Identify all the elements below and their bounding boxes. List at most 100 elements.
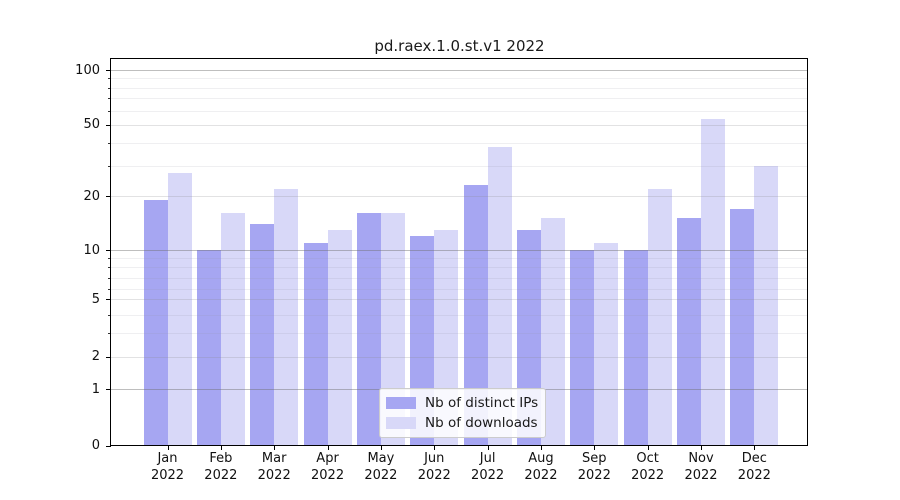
x-tick-label-year: 2022: [524, 467, 558, 483]
x-tick-label-year: 2022: [311, 467, 345, 483]
gridline-10: [111, 250, 807, 251]
gridline-60: [111, 110, 807, 112]
y-minor-tick-60: [108, 110, 111, 112]
bar-nb-of-distinct-ips-nov: [677, 218, 701, 446]
gridline-4: [111, 315, 807, 316]
x-tick-label-month: Nov: [688, 451, 714, 466]
x-tick-label-jun: Jun 2022: [402, 451, 466, 484]
y-tick-label-0: 0: [91, 438, 100, 453]
x-tick-label-month: Sep: [582, 451, 607, 466]
bar-nb-of-distinct-ips-oct: [623, 250, 648, 446]
bar-nb-of-downloads-oct: [647, 188, 672, 446]
bar-nb-of-distinct-ips-jan: [143, 199, 168, 446]
x-tick-label-dec: Dec 2022: [722, 451, 786, 484]
x-tick-may: [380, 445, 382, 450]
x-tick-aug: [540, 445, 542, 450]
y-tick-100: [106, 70, 111, 71]
x-tick-label-month: Dec: [741, 451, 767, 466]
x-tick-jul: [487, 445, 489, 450]
x-tick-sep: [594, 445, 596, 450]
x-tick-label-nov: Nov 2022: [669, 451, 733, 484]
gridline-70: [111, 97, 807, 99]
bar-nb-of-downloads-jan: [167, 173, 192, 446]
legend-row-distinct-ips: Nb of distinct IPs: [386, 395, 539, 411]
y-tick-1: [106, 389, 111, 391]
y-minor-tick-8: [108, 267, 111, 269]
bar-nb-of-distinct-ips-sep: [570, 250, 595, 446]
x-tick-label-year: 2022: [257, 467, 291, 483]
y-tick-0: [106, 445, 111, 447]
bar-nb-of-downloads-feb: [220, 213, 245, 446]
bar-nb-of-distinct-ips-dec: [730, 208, 755, 446]
x-tick-label-year: 2022: [204, 467, 238, 483]
x-tick-apr: [327, 445, 329, 450]
x-tick-jun: [434, 445, 436, 450]
legend-row-downloads: Nb of downloads: [386, 415, 539, 431]
y-tick-label-2: 2: [91, 349, 100, 365]
y-tick-10: [106, 250, 111, 251]
gridline-3: [111, 332, 807, 334]
y-minor-tick-70: [108, 97, 111, 99]
bar-nb-of-downloads-apr: [327, 229, 352, 446]
x-tick-label-jul: Jul 2022: [456, 451, 520, 484]
x-tick-label-month: May: [367, 451, 395, 466]
legend-swatch-distinct-ips: [386, 397, 416, 409]
x-tick-label-month: Jul: [479, 451, 496, 466]
x-tick-label-mar: Mar 2022: [242, 451, 306, 484]
x-tick-label-oct: Oct 2022: [616, 451, 680, 484]
gridline-6: [111, 288, 807, 290]
gridline-50: [111, 124, 807, 126]
x-tick-label-year: 2022: [417, 467, 451, 483]
x-tick-label-month: Jun: [424, 451, 445, 466]
x-tick-label-year: 2022: [577, 467, 611, 483]
x-tick-label-apr: Apr 2022: [296, 451, 360, 484]
gridline-90: [111, 78, 807, 80]
y-tick-5: [106, 299, 111, 301]
x-tick-label-may: May 2022: [349, 451, 413, 484]
gridline-8: [111, 267, 807, 269]
gridline-40: [111, 142, 807, 144]
x-tick-label-year: 2022: [631, 467, 665, 483]
x-tick-label-month: Feb: [209, 451, 233, 466]
y-minor-tick-30: [108, 165, 111, 167]
x-tick-oct: [647, 445, 649, 450]
bar-nb-of-downloads-nov: [701, 118, 725, 446]
y-tick-label-50: 50: [83, 117, 100, 132]
y-minor-tick-4: [108, 315, 111, 316]
gridline-9: [111, 258, 807, 260]
x-tick-label-sep: Sep 2022: [562, 451, 626, 484]
x-tick-feb: [220, 445, 222, 450]
bar-nb-of-distinct-ips-apr: [303, 242, 328, 446]
bar-nb-of-downloads-mar: [274, 188, 299, 446]
chart-title: pd.raex.1.0.st.v1 2022: [374, 37, 545, 55]
y-tick-label-100: 100: [75, 62, 100, 78]
y-minor-tick-3: [108, 332, 111, 334]
bar-nb-of-distinct-ips-may: [356, 213, 381, 446]
gridline-80: [111, 87, 807, 89]
bar-nb-of-distinct-ips-mar: [250, 223, 275, 446]
y-minor-tick-80: [108, 87, 111, 89]
x-tick-label-feb: Feb 2022: [189, 451, 253, 484]
gridline-7: [111, 277, 807, 279]
x-tick-label-year: 2022: [684, 467, 718, 483]
x-tick-label-year: 2022: [364, 467, 398, 483]
x-tick-label-year: 2022: [737, 467, 771, 483]
x-tick-mar: [274, 445, 276, 450]
y-minor-tick-40: [108, 142, 111, 144]
x-tick-nov: [701, 445, 702, 450]
gridline-20: [111, 196, 807, 197]
legend: Nb of distinct IPs Nb of downloads: [379, 388, 546, 438]
y-tick-label-5: 5: [91, 291, 100, 307]
y-tick-2: [106, 356, 111, 358]
bar-nb-of-downloads-sep: [594, 242, 619, 446]
x-tick-label-month: Oct: [636, 451, 659, 466]
x-tick-label-year: 2022: [471, 467, 505, 483]
gridline-5: [111, 299, 807, 301]
gridline-100: [111, 70, 807, 71]
x-tick-label-month: Mar: [261, 451, 287, 466]
y-tick-label-1: 1: [91, 381, 100, 397]
x-tick-jan: [167, 445, 169, 450]
bar-nb-of-downloads-dec: [754, 165, 779, 446]
y-minor-tick-90: [108, 78, 111, 80]
